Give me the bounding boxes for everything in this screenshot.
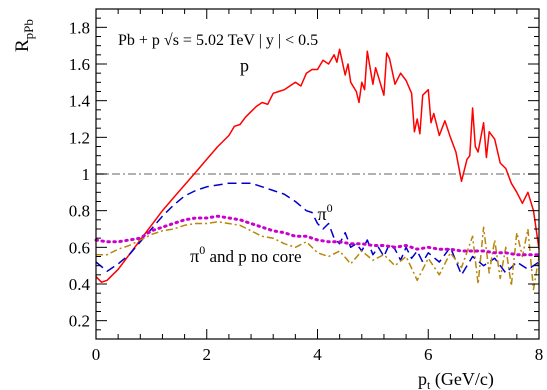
- y-tick-label: 0.6: [69, 238, 90, 257]
- y-tick-label: 0.2: [69, 312, 90, 331]
- y-tick-label: 1: [82, 165, 91, 184]
- series-label-sup: 0: [199, 243, 205, 257]
- x-tick-label: 4: [313, 345, 322, 364]
- series-label-rest: and p no core: [205, 247, 301, 266]
- y-tick-label: 1.6: [69, 55, 90, 74]
- y-tick-label: 0.8: [69, 202, 90, 221]
- x-tick-label: 0: [92, 345, 101, 364]
- y-axis-label: RpPb: [12, 19, 36, 52]
- ticks-layer: 0 2 4 6 8 0.2 0.4 0.6 0.8 1 1.2 1.4 1.6 1.8: [69, 9, 544, 364]
- series-line-2: [96, 220, 540, 291]
- x-axis-label-main: p: [418, 369, 427, 389]
- x-tick-label: 6: [424, 345, 433, 364]
- x-tick-label: 8: [535, 345, 544, 364]
- y-axis-label-sub: pPb: [21, 19, 36, 39]
- series-label-text: π: [318, 204, 327, 224]
- x-axis-label-sub: t: [427, 378, 431, 390]
- series-label-text: p: [240, 55, 249, 75]
- annotation-text: Pb + p √s = 5.02 TeV | y | < 0.5: [118, 32, 318, 49]
- y-axis-label-main: R: [12, 39, 33, 52]
- x-axis-label-rest: (GeV/c): [430, 369, 493, 390]
- series-label-0: p: [240, 55, 249, 75]
- y-tick-label: 1.2: [69, 128, 90, 147]
- y-tick-label: 0.4: [69, 275, 91, 294]
- x-axis-label: pt (GeV/c): [418, 369, 494, 390]
- series-label-1: π0: [318, 201, 333, 224]
- x-tick-label: 2: [203, 345, 212, 364]
- series-layer: [94, 48, 541, 291]
- series-line-3: [94, 214, 541, 257]
- series-line-1: [95, 182, 540, 276]
- series-label-text: π: [190, 246, 199, 266]
- series-label-2: π0 and p no core: [190, 243, 301, 266]
- series-label-sup: 0: [327, 201, 333, 215]
- y-tick-label: 1.8: [69, 18, 90, 37]
- series-line-0: [95, 48, 540, 283]
- y-tick-label: 1.4: [69, 92, 91, 111]
